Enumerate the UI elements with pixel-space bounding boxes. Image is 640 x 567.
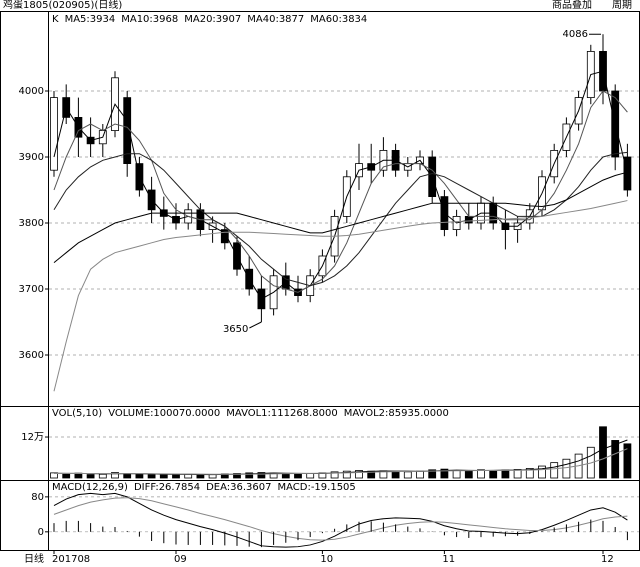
series-line	[53, 497, 628, 541]
legend-entry: MA20:3907	[184, 14, 241, 25]
volume-bar	[416, 470, 424, 479]
volume-bar	[403, 471, 412, 479]
volume-bar	[294, 473, 302, 479]
annotation-leader	[249, 321, 262, 329]
legend-entry: DIFF:26.7854	[134, 482, 200, 493]
volume-bar	[257, 472, 266, 479]
panel-title: VOL(5,10)	[52, 408, 102, 419]
volume-bar	[147, 474, 156, 479]
volume-bar	[159, 474, 168, 479]
min-annotation: 3650	[223, 324, 248, 335]
window-title: 鸡蛋1805(020905)(日线)	[3, 0, 122, 11]
y-tick-label: 12万	[21, 432, 44, 443]
overlay-button[interactable]: 商品叠加	[552, 0, 592, 11]
x-tick-label: 09	[174, 554, 187, 565]
series-line	[53, 171, 628, 263]
volume-bar	[440, 468, 449, 479]
volume-bar	[562, 458, 571, 479]
series-line	[53, 90, 628, 293]
volume-bar	[428, 469, 437, 479]
x-tick-label: 201708	[52, 554, 90, 565]
y-tick-label: 3900	[19, 152, 44, 163]
series-line	[53, 200, 628, 392]
legend-entry: MA5:3934	[65, 14, 116, 25]
volume-bar	[62, 473, 71, 479]
x-tick-label: 11	[442, 554, 455, 565]
volume-bar	[208, 474, 217, 479]
volume-bar	[245, 472, 254, 479]
candle-body	[220, 229, 229, 244]
y-tick-label: 3700	[19, 284, 44, 295]
volume-bar	[464, 470, 473, 479]
y-tick-label: 80	[31, 492, 44, 503]
volume-bar	[111, 472, 119, 479]
volume-bar	[86, 474, 95, 479]
candle-body	[50, 97, 58, 171]
period-button[interactable]: 周期	[612, 0, 632, 11]
legend-entry: VOLUME:100070.0000	[108, 408, 220, 419]
volume-bar	[391, 471, 400, 479]
volume-bar	[196, 474, 205, 479]
volume-bar	[538, 465, 546, 479]
legend-entry: MAVOL2:85935.0000	[344, 408, 449, 419]
volume-bar	[172, 474, 180, 479]
series-line	[53, 492, 628, 548]
volume-bar	[355, 470, 363, 479]
volume-bar	[306, 473, 315, 479]
volume-bar	[489, 470, 498, 479]
volume-bar	[525, 468, 534, 479]
volume-bar	[135, 473, 144, 479]
legend-entry: MA60:3834	[310, 14, 367, 25]
legend-entry: MA40:3877	[247, 14, 304, 25]
y-tick-label: 3600	[19, 350, 44, 361]
volume-bar	[501, 469, 510, 479]
series-line	[53, 151, 628, 287]
x-axis-label: 日线	[24, 552, 44, 565]
x-tick-label: 10	[320, 554, 333, 565]
legend-entry: MACD:-19.1505	[277, 482, 355, 493]
y-tick-label: 4000	[19, 86, 44, 97]
legend-entry: MA10:3968	[121, 14, 178, 25]
volume-bar	[611, 440, 620, 479]
x-tick-label: 12	[601, 554, 614, 565]
y-tick-label: 3800	[19, 218, 44, 229]
max-annotation: 4086	[563, 29, 588, 40]
volume-bar	[233, 473, 241, 479]
volume-bar	[281, 473, 290, 479]
volume-bar	[623, 443, 632, 479]
series-line	[53, 70, 628, 300]
volume-bar	[98, 473, 107, 479]
legend-entry: MAVOL1:111268.8000	[226, 408, 337, 419]
volume-bar	[50, 472, 58, 479]
volume-bar	[123, 473, 132, 479]
volume-bar	[342, 470, 351, 479]
panel-title: MACD(12,26,9)	[52, 482, 128, 493]
volume-bar	[550, 462, 559, 479]
series-line	[53, 448, 628, 475]
panel-title: K	[52, 14, 59, 25]
volume-bar	[513, 469, 522, 479]
volume-bar	[599, 426, 607, 479]
volume-bar	[452, 470, 461, 479]
legend-entry: DEA:36.3607	[206, 482, 271, 493]
volume-bar	[477, 469, 485, 479]
y-tick-label: 0	[38, 527, 44, 538]
volume-bar	[330, 471, 339, 479]
